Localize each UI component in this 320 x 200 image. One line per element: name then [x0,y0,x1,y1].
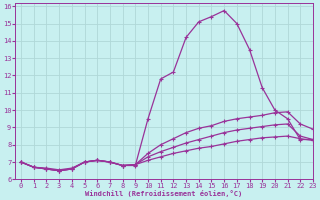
X-axis label: Windchill (Refroidissement éolien,°C): Windchill (Refroidissement éolien,°C) [85,190,243,197]
